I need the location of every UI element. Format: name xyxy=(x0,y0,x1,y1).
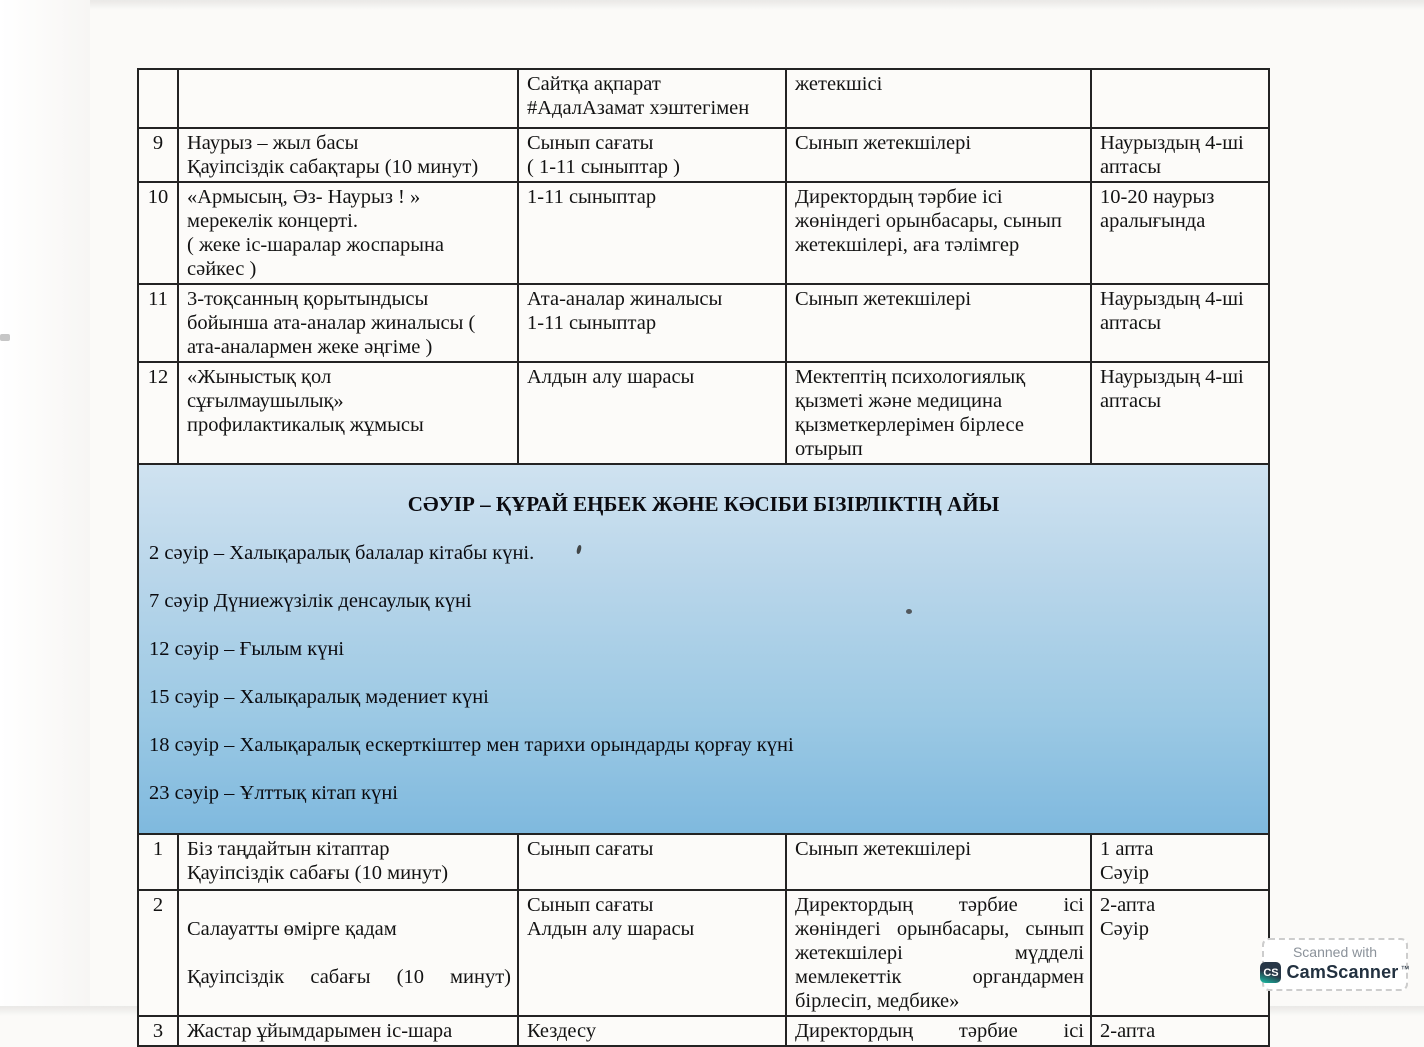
table-row: 1 Біз таңдайтын кітаптар Қауіпсіздік саб… xyxy=(137,833,1270,891)
cell-form: Сынып сағаты ( 1-11 сыныптар ) xyxy=(517,127,787,183)
cell-responsible: Мектептің психологиялық қызметі және мед… xyxy=(785,361,1092,465)
cell-number: 11 xyxy=(137,283,179,363)
table-row: Сайтқа ақпарат #АдалАзамат хэштегімен же… xyxy=(137,68,1270,129)
cell-responsible: Сынып жетекшілері xyxy=(785,127,1092,183)
section-item: 2 сәуір – Халықаралық балалар кітабы күн… xyxy=(149,542,535,564)
event-line: Салауатты өмірге қадам xyxy=(187,918,397,940)
event-line: Қауіпсіздік сабағы (10 минут) xyxy=(187,966,511,988)
cell-form: Сынып сағаты Алдын алу шарасы xyxy=(517,889,787,1017)
cell-event xyxy=(177,68,519,129)
table-row: 10 «Армысың, Әз- Наурыз ! » мерекелік ко… xyxy=(137,181,1270,285)
cell-form: Алдын алу шарасы xyxy=(517,361,787,465)
cell-number: 1 xyxy=(137,833,179,891)
table-row: 2 Салауатты өмірге қадам Қауіпсіздік саб… xyxy=(137,889,1270,1017)
section-item: 18 сәуір – Халықаралық ескерткіштер мен … xyxy=(149,734,794,756)
scanned-with-label: Scanned with xyxy=(1292,944,1378,960)
cell-responsible: Директордың тәрбие ісі жөніндегі орынбас… xyxy=(785,889,1092,1017)
cell-number: 3 xyxy=(137,1015,179,1047)
table-row: 9 Наурыз – жыл басы Қауіпсіздік сабақтар… xyxy=(137,127,1270,183)
cell-event: «Жыныстық қол сұғылмаушылық» профилактик… xyxy=(177,361,519,465)
cell-form: Кездесу xyxy=(517,1015,787,1047)
cell-time: 1 апта Сәуір xyxy=(1090,833,1270,891)
cell-event: 3-тоқсанның қорытындысы бойынша ата-анал… xyxy=(177,283,519,363)
schedule-table: Сайтқа ақпарат #АдалАзамат хэштегімен же… xyxy=(137,68,1270,1047)
camscanner-icon: CS xyxy=(1260,962,1282,983)
cell-responsible: Директордың тәрбие ісі жөніндегі орынбас… xyxy=(785,181,1092,285)
cell-event: Жастар ұйымдарымен іс-шара xyxy=(177,1015,519,1047)
scan-artifact xyxy=(0,334,10,341)
cell-time: 2-апта xyxy=(1090,1015,1270,1047)
cell-responsible: Сынып жетекшілері xyxy=(785,283,1092,363)
cell-event: «Армысың, Әз- Наурыз ! » мерекелік конце… xyxy=(177,181,519,285)
section-title: СӘУІР – ҚҰРАЙ ЕҢБЕК ЖӘНЕ КӘСІБИ БІЗІРЛІК… xyxy=(407,492,1000,516)
cell-number xyxy=(137,68,179,129)
cell-form: Ата-аналар жиналысы 1-11 сыныптар xyxy=(517,283,787,363)
section-item: 15 сәуір – Халықаралық мәдениет күні xyxy=(149,686,489,708)
cell-event: Наурыз – жыл басы Қауіпсіздік сабақтары … xyxy=(177,127,519,183)
table-row: 3 Жастар ұйымдарымен іс-шара Кездесу Дир… xyxy=(137,1015,1270,1047)
camscanner-wordmark: CamScanner xyxy=(1286,962,1399,982)
cell-time xyxy=(1090,68,1270,129)
section-item: 12 сәуір – Ғылым күні xyxy=(149,638,345,660)
scan-edge-shade xyxy=(0,0,90,1006)
cell-responsible: Директордың тәрбие ісі xyxy=(785,1015,1092,1047)
cell-number: 12 xyxy=(137,361,179,465)
camscanner-badge: Scanned with CS CamScanner ™ xyxy=(1260,938,1410,991)
section-item: 7 сәуір Дүниежүзілік денсаулық күні xyxy=(149,590,472,612)
april-banner-row: СӘУІР – ҚҰРАЙ ЕҢБЕК ЖӘНЕ КӘСІБИ БІЗІРЛІК… xyxy=(137,463,1270,835)
cell-form: Сынып сағаты xyxy=(517,833,787,891)
cell-responsible: жетекшісі xyxy=(785,68,1092,129)
table-row: 11 3-тоқсанның қорытындысы бойынша ата-а… xyxy=(137,283,1270,363)
trademark-symbol: ™ xyxy=(1400,964,1410,974)
cell-number: 9 xyxy=(137,127,179,183)
cell-form: 1-11 сыныптар xyxy=(517,181,787,285)
cell-time: Наурыздың 4-ші аптасы xyxy=(1090,283,1270,363)
cell-event: Біз таңдайтын кітаптар Қауіпсіздік сабағ… xyxy=(177,833,519,891)
camscanner-logo-row: CS CamScanner ™ xyxy=(1260,962,1410,983)
cell-time: 10-20 наурыз аралығында xyxy=(1090,181,1270,285)
section-item: 23 сәуір – Ұлттық кітап күні xyxy=(149,782,398,804)
cell-event: Салауатты өмірге қадам Қауіпсіздік сабағ… xyxy=(177,889,519,1017)
cell-responsible: Сынып жетекшілері xyxy=(785,833,1092,891)
cell-form: Сайтқа ақпарат #АдалАзамат хэштегімен xyxy=(517,68,787,129)
april-section: СӘУІР – ҚҰРАЙ ЕҢБЕК ЖӘНЕ КӘСІБИ БІЗІРЛІК… xyxy=(137,463,1270,835)
cell-time: Наурыздың 4-ші аптасы xyxy=(1090,127,1270,183)
cell-time: Наурыздың 4-ші аптасы xyxy=(1090,361,1270,465)
table-row: 12 «Жыныстық қол сұғылмаушылық» профилак… xyxy=(137,361,1270,465)
cell-number: 10 xyxy=(137,181,179,285)
cell-number: 2 xyxy=(137,889,179,1017)
cell-time: 2-апта Сәуір xyxy=(1090,889,1270,1017)
